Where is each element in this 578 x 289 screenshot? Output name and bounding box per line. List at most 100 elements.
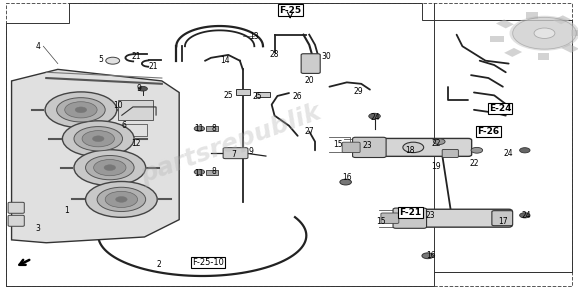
FancyBboxPatch shape — [8, 215, 24, 226]
Text: 18: 18 — [406, 146, 415, 155]
FancyBboxPatch shape — [223, 148, 248, 159]
Text: 15: 15 — [334, 140, 343, 149]
Text: 24: 24 — [521, 211, 531, 220]
Circle shape — [105, 191, 138, 208]
Text: F-26: F-26 — [477, 127, 499, 136]
Circle shape — [94, 160, 126, 176]
Text: 10: 10 — [114, 101, 123, 110]
Circle shape — [434, 139, 445, 144]
Text: 17: 17 — [498, 216, 507, 226]
Circle shape — [106, 57, 120, 64]
Text: partsrepublik: partsrepublik — [138, 101, 325, 188]
Text: 30: 30 — [322, 52, 331, 61]
Circle shape — [138, 86, 147, 91]
FancyBboxPatch shape — [413, 209, 512, 227]
Circle shape — [116, 197, 127, 202]
Circle shape — [74, 127, 123, 151]
FancyBboxPatch shape — [342, 142, 360, 153]
Circle shape — [513, 17, 576, 49]
Text: F-21: F-21 — [399, 208, 421, 217]
Text: 21: 21 — [149, 62, 158, 71]
Text: 16: 16 — [342, 173, 351, 182]
Circle shape — [65, 102, 97, 118]
Circle shape — [471, 147, 483, 153]
Circle shape — [97, 187, 146, 212]
FancyBboxPatch shape — [353, 137, 386, 158]
Text: 6: 6 — [122, 121, 127, 130]
Polygon shape — [12, 69, 179, 243]
Text: 22: 22 — [469, 159, 479, 168]
Circle shape — [74, 150, 146, 186]
Text: 16: 16 — [426, 251, 435, 260]
Text: 1: 1 — [64, 206, 69, 216]
Text: F-25: F-25 — [279, 5, 301, 15]
Circle shape — [92, 136, 104, 142]
Text: 12: 12 — [131, 138, 140, 148]
Text: 8: 8 — [212, 167, 216, 177]
Text: 13: 13 — [250, 32, 259, 41]
Bar — [526, 12, 538, 19]
Circle shape — [82, 131, 114, 147]
FancyBboxPatch shape — [206, 126, 218, 131]
Text: 5: 5 — [99, 55, 103, 64]
Circle shape — [75, 107, 87, 113]
Text: 9: 9 — [249, 147, 254, 156]
Circle shape — [534, 28, 555, 38]
Text: 20: 20 — [305, 76, 314, 86]
FancyBboxPatch shape — [492, 211, 513, 226]
Bar — [553, 15, 571, 24]
Text: 28: 28 — [270, 50, 279, 60]
Circle shape — [403, 142, 424, 153]
Text: 9: 9 — [136, 84, 141, 93]
FancyBboxPatch shape — [301, 54, 320, 73]
Text: 11: 11 — [195, 169, 204, 178]
Bar — [496, 19, 514, 28]
Text: 25: 25 — [253, 92, 262, 101]
Text: 23: 23 — [426, 211, 435, 220]
Text: 29: 29 — [354, 86, 363, 96]
Circle shape — [520, 148, 530, 153]
Circle shape — [194, 169, 205, 175]
Circle shape — [62, 121, 134, 157]
Text: 2: 2 — [157, 260, 161, 269]
Circle shape — [194, 126, 205, 131]
Text: 26: 26 — [293, 92, 302, 101]
Text: 4: 4 — [35, 42, 40, 51]
Text: 19: 19 — [432, 162, 441, 171]
Text: 14: 14 — [221, 56, 230, 65]
FancyBboxPatch shape — [236, 89, 250, 95]
Circle shape — [510, 16, 578, 51]
FancyBboxPatch shape — [118, 100, 153, 120]
Text: 3: 3 — [35, 224, 40, 233]
Circle shape — [340, 179, 351, 185]
Bar — [504, 48, 522, 57]
Bar — [571, 30, 578, 36]
Text: 24: 24 — [371, 112, 380, 122]
Text: 7: 7 — [232, 150, 236, 159]
Bar — [538, 53, 549, 60]
Text: 24: 24 — [504, 149, 513, 158]
Text: 25: 25 — [224, 91, 233, 100]
FancyBboxPatch shape — [8, 202, 24, 213]
Circle shape — [45, 92, 117, 128]
Text: 8: 8 — [212, 124, 216, 133]
Circle shape — [369, 113, 380, 119]
Circle shape — [57, 98, 105, 122]
Text: 22: 22 — [432, 138, 441, 148]
Circle shape — [86, 181, 157, 217]
Bar — [561, 44, 578, 53]
FancyBboxPatch shape — [256, 92, 270, 97]
FancyBboxPatch shape — [372, 138, 472, 156]
Text: F-25-10: F-25-10 — [192, 258, 224, 268]
FancyBboxPatch shape — [381, 213, 399, 223]
Bar — [490, 36, 504, 42]
Text: 23: 23 — [362, 141, 372, 151]
Circle shape — [422, 253, 434, 259]
Circle shape — [86, 155, 134, 180]
Text: 21: 21 — [131, 52, 140, 61]
FancyBboxPatch shape — [206, 170, 218, 175]
Circle shape — [520, 213, 530, 218]
Text: E-24: E-24 — [489, 104, 511, 113]
Text: 15: 15 — [377, 216, 386, 226]
FancyBboxPatch shape — [393, 208, 427, 228]
